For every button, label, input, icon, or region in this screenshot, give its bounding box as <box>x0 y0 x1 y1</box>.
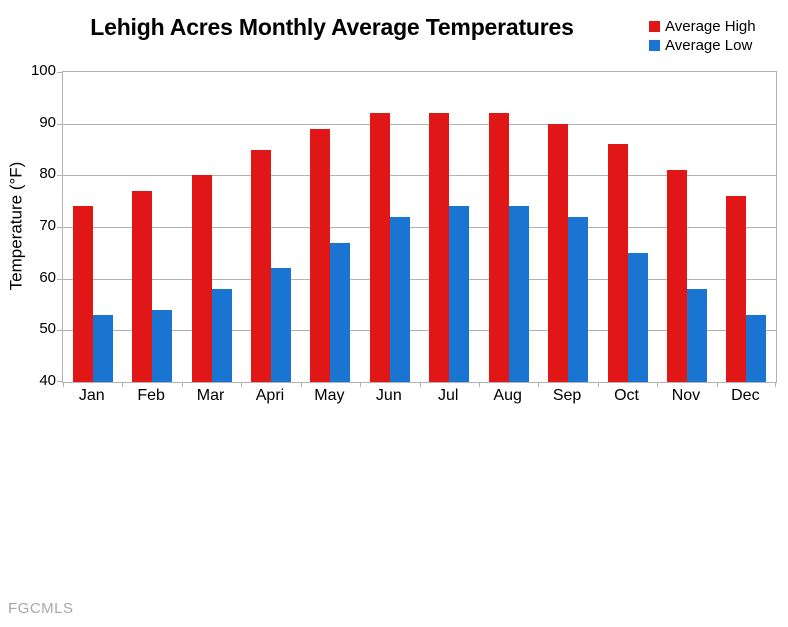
x-axis-label-jun: Jun <box>375 387 402 404</box>
bar-average-low-feb <box>152 309 173 382</box>
bar-average-low-sep <box>568 216 589 382</box>
y-tick-40 <box>57 381 62 382</box>
x-tick-4 <box>300 382 302 387</box>
gridline-60 <box>63 278 776 280</box>
x-axis-labels: Jan Feb Mar Apri May Jun Jul Aug Sep Oct Nov Dec <box>62 387 775 405</box>
plot-area <box>57 71 777 387</box>
x-axis-label-nov: Nov <box>671 387 701 404</box>
bar-average-low-jul <box>449 206 470 382</box>
y-tick-100 <box>57 72 62 73</box>
y-axis-label-80: 80 <box>39 165 56 183</box>
bar-average-high-jan <box>72 206 93 382</box>
bar-average-high-jul <box>429 113 450 382</box>
bar-group-aug <box>479 72 538 382</box>
bar-average-low-oct <box>627 252 648 382</box>
y-tick-70 <box>57 227 62 228</box>
bar-average-low-aug <box>508 206 529 382</box>
x-axis-label-apri: Apri <box>255 387 285 404</box>
y-axis-label-100: 100 <box>30 62 56 79</box>
bar-average-low-apri <box>270 268 291 382</box>
x-axis-label-feb: Feb <box>137 387 165 404</box>
x-axis-label-aug: Aug <box>493 387 522 404</box>
legend-label: Average High <box>665 18 756 35</box>
bar-average-low-jun <box>389 216 410 382</box>
bar-group-jul <box>420 72 479 382</box>
bar-average-low-nov <box>686 289 707 382</box>
y-axis-label-50: 50 <box>39 320 56 338</box>
x-tick-5 <box>360 382 362 387</box>
x-tick-0 <box>63 382 64 387</box>
x-axis-label-sep: Sep <box>552 387 582 404</box>
bar-group-may <box>301 72 360 382</box>
bar-group-nov <box>657 72 716 382</box>
bar-average-high-mar <box>191 175 212 382</box>
bar-group-oct <box>598 72 657 382</box>
legend: Average High Average Low <box>649 17 756 55</box>
x-tick-11 <box>716 382 718 387</box>
chart-title: Lehigh Acres Monthly Average Temperature… <box>90 14 574 40</box>
bar-group-jun <box>360 72 419 382</box>
y-axis-label-40: 40 <box>39 372 56 389</box>
x-tick-10 <box>657 382 659 387</box>
bar-average-low-dec <box>746 314 767 382</box>
bar-average-low-jan <box>92 314 113 382</box>
x-axis-label-jul: Jul <box>438 387 459 404</box>
bar-group-apri <box>241 72 300 382</box>
bar-average-high-sep <box>548 123 569 382</box>
gridline-50 <box>63 330 776 332</box>
legend-swatch-icon <box>649 40 660 51</box>
bar-group-mar <box>182 72 241 382</box>
x-tick-1 <box>122 382 124 387</box>
legend-label: Average Low <box>665 37 753 54</box>
legend-item-average-low: Average Low <box>649 36 756 55</box>
x-tick-9 <box>597 382 599 387</box>
x-tick-6 <box>419 382 421 387</box>
bars-layer <box>63 72 776 382</box>
x-tick-3 <box>241 382 243 387</box>
x-axis-label-may: May <box>314 387 345 404</box>
bar-average-low-mar <box>211 289 232 382</box>
bar-average-high-aug <box>488 113 509 382</box>
bar-group-sep <box>538 72 597 382</box>
y-tick-90 <box>57 123 62 125</box>
gridline-70 <box>63 227 776 228</box>
bar-average-high-jun <box>369 113 390 382</box>
bar-average-high-apri <box>250 149 271 382</box>
bar-average-high-oct <box>607 144 628 382</box>
gridline-80 <box>63 175 776 177</box>
bar-average-high-feb <box>132 190 153 382</box>
bar-average-high-may <box>310 128 331 382</box>
x-tick-2 <box>181 382 183 387</box>
legend-item-average-high: Average High <box>649 17 756 36</box>
watermark: FGCMLS <box>8 600 74 617</box>
legend-swatch-icon <box>649 21 660 32</box>
y-tick-80 <box>57 175 62 177</box>
gridline-90 <box>63 123 776 125</box>
bar-average-low-may <box>330 242 351 382</box>
x-tick-12 <box>775 382 776 387</box>
x-axis-label-jan: Jan <box>78 387 105 404</box>
bar-group-jan <box>63 72 122 382</box>
y-tick-60 <box>57 278 62 280</box>
bar-group-dec <box>717 72 776 382</box>
bar-group-feb <box>122 72 181 382</box>
x-axis-label-oct: Oct <box>614 387 639 404</box>
x-tick-8 <box>538 382 540 387</box>
x-axis-label-mar: Mar <box>196 387 225 404</box>
y-axis-label-90: 90 <box>39 113 56 131</box>
y-tick-50 <box>57 330 62 332</box>
y-axis-label-70: 70 <box>39 217 56 234</box>
x-tick-7 <box>478 382 480 387</box>
y-axis-tick-labels: 40 50 60 70 80 90 100 <box>22 63 56 389</box>
bar-average-high-nov <box>666 170 687 382</box>
y-axis-label-60: 60 <box>39 268 56 286</box>
x-axis-label-dec: Dec <box>731 387 760 404</box>
bar-average-high-dec <box>726 196 747 382</box>
